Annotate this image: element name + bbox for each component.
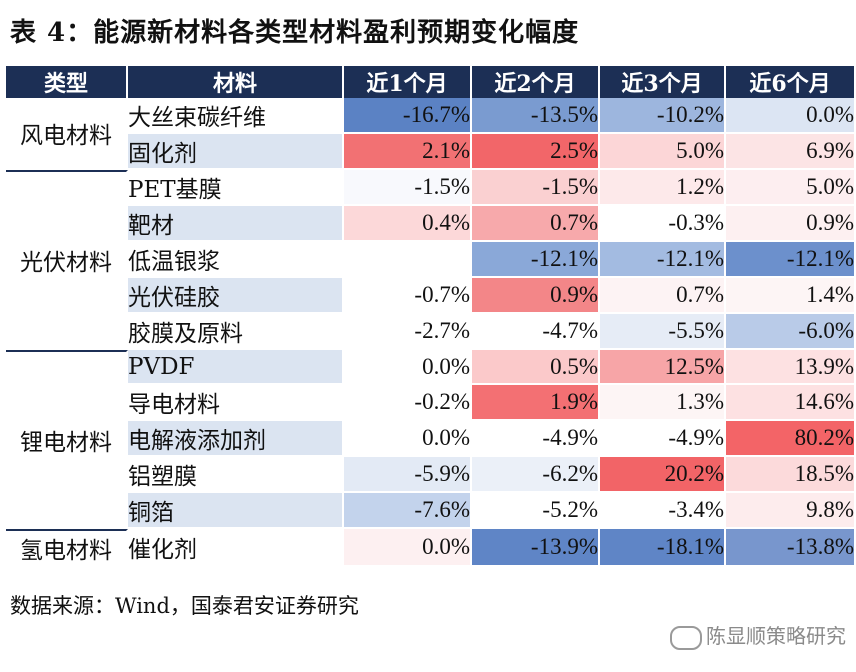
- value-cell: -5.2%: [472, 493, 600, 529]
- material-cell: 电解液添加剂: [128, 421, 344, 457]
- value-cell: -2.7%: [344, 314, 472, 350]
- material-cell: 催化剂: [128, 529, 344, 567]
- value-cell: -10.2%: [600, 98, 726, 134]
- header-row: 类型 材料 近1个月 近2个月 近3个月 近6个月: [6, 66, 854, 98]
- value-cell: -12.1%: [726, 242, 854, 278]
- value-cell: 5.0%: [600, 134, 726, 170]
- category-cell: 氢电材料: [6, 529, 128, 567]
- value-cell: 1.9%: [472, 385, 600, 421]
- table-title: 表 4：能源新材料各类型材料盈利预期变化幅度: [10, 18, 580, 48]
- value-cell: 14.6%: [726, 385, 854, 421]
- value-cell: 5.0%: [726, 170, 854, 206]
- value-cell: -4.9%: [600, 421, 726, 457]
- category-cell: 光伏材料: [6, 170, 128, 350]
- value-cell: -7.6%: [344, 493, 472, 529]
- header-type: 类型: [6, 66, 128, 98]
- table-row: 光伏硅胶 -0.7% 0.9% 0.7% 1.4%: [6, 278, 854, 314]
- table-row: 锂电材料 PVDF 0.0% 0.5% 12.5% 13.9%: [6, 350, 854, 529]
- material-cell: 低温银浆: [128, 242, 344, 278]
- value-cell: -13.5%: [472, 98, 600, 134]
- value-cell: 0.4%: [344, 206, 472, 242]
- table-row: 电解液添加剂 0.0% -4.9% -4.9% 80.2%: [6, 421, 854, 457]
- table-row: 固化剂 2.1% 2.5% 5.0% 6.9%: [6, 134, 854, 170]
- table-row: 低温银浆 -12.1% -12.1% -12.1%: [6, 242, 854, 278]
- value-cell: 20.2%: [600, 457, 726, 493]
- wechat-icon: [670, 625, 702, 650]
- watermark-text: 陈显顺策略研究: [706, 624, 846, 648]
- header-material: 材料: [128, 66, 344, 98]
- value-cell: [344, 242, 472, 278]
- header-6m: 近6个月: [726, 66, 854, 98]
- value-cell: 0.0%: [344, 350, 472, 385]
- value-cell: -16.7%: [344, 98, 472, 134]
- value-cell: 0.0%: [344, 529, 472, 567]
- material-cell: 靶材: [128, 206, 344, 242]
- value-cell: -4.7%: [472, 314, 600, 350]
- value-cell: 80.2%: [726, 421, 854, 457]
- material-cell: PVDF: [128, 350, 344, 385]
- value-cell: 0.7%: [600, 278, 726, 314]
- material-cell: 铝塑膜: [128, 457, 344, 493]
- material-cell: 光伏硅胶: [128, 278, 344, 314]
- value-cell: -12.1%: [472, 242, 600, 278]
- value-cell: 13.9%: [726, 350, 854, 385]
- table-row: 氢电材料 催化剂 0.0% -13.9% -18.1% -13.8%: [6, 529, 854, 567]
- table-row: 铝塑膜 -5.9% -6.2% 20.2% 18.5%: [6, 457, 854, 493]
- header-3m: 近3个月: [600, 66, 726, 98]
- value-cell: -0.2%: [344, 385, 472, 421]
- source-note: 数据来源：Wind，国泰君安证券研究: [10, 594, 359, 618]
- value-cell: -1.5%: [344, 170, 472, 206]
- category-cell: 锂电材料: [6, 350, 128, 529]
- material-cell: 胶膜及原料: [128, 314, 344, 350]
- table-row: 光伏材料 PET基膜 -1.5% -1.5% 1.2% 5.0%: [6, 170, 854, 350]
- value-cell: 9.8%: [726, 493, 854, 529]
- value-cell: -13.8%: [726, 529, 854, 567]
- value-cell: 0.0%: [344, 421, 472, 457]
- wechat-watermark: 陈显顺策略研究: [670, 620, 846, 650]
- value-cell: 0.7%: [472, 206, 600, 242]
- value-cell: 2.1%: [344, 134, 472, 170]
- value-cell: -0.7%: [344, 278, 472, 314]
- profit-forecast-table: 类型 材料 近1个月 近2个月 近3个月 近6个月 风电材料 大丝束碳纤维 -16.…: [6, 66, 854, 567]
- material-cell: 铜箔: [128, 493, 344, 529]
- value-cell: 18.5%: [726, 457, 854, 493]
- value-cell: -6.2%: [472, 457, 600, 493]
- value-cell: 0.0%: [726, 98, 854, 134]
- table-body: 风电材料 大丝束碳纤维 -16.7% -13.5% -10.2% 0.0% 固化剂 2.1% 2…: [6, 98, 854, 567]
- value-cell: 12.5%: [600, 350, 726, 385]
- value-cell: 0.5%: [472, 350, 600, 385]
- value-cell: -5.5%: [600, 314, 726, 350]
- value-cell: -12.1%: [600, 242, 726, 278]
- value-cell: -18.1%: [600, 529, 726, 567]
- value-cell: 1.4%: [726, 278, 854, 314]
- material-cell: 大丝束碳纤维: [128, 98, 344, 134]
- value-cell: -3.4%: [600, 493, 726, 529]
- value-cell: 2.5%: [472, 134, 600, 170]
- header-2m: 近2个月: [472, 66, 600, 98]
- value-cell: -0.3%: [600, 206, 726, 242]
- table-row: 靶材 0.4% 0.7% -0.3% 0.9%: [6, 206, 854, 242]
- header-1m: 近1个月: [344, 66, 472, 98]
- value-cell: -5.9%: [344, 457, 472, 493]
- material-cell: 固化剂: [128, 134, 344, 170]
- value-cell: 1.2%: [600, 170, 726, 206]
- value-cell: 6.9%: [726, 134, 854, 170]
- table-row: 导电材料 -0.2% 1.9% 1.3% 14.6%: [6, 385, 854, 421]
- table-row: 胶膜及原料 -2.7% -4.7% -5.5% -6.0%: [6, 314, 854, 350]
- table-row: 风电材料 大丝束碳纤维 -16.7% -13.5% -10.2% 0.0%: [6, 98, 854, 170]
- value-cell: -4.9%: [472, 421, 600, 457]
- value-cell: 0.9%: [472, 278, 600, 314]
- material-cell: 导电材料: [128, 385, 344, 421]
- value-cell: -1.5%: [472, 170, 600, 206]
- value-cell: 1.3%: [600, 385, 726, 421]
- value-cell: -13.9%: [472, 529, 600, 567]
- value-cell: 0.9%: [726, 206, 854, 242]
- category-cell: 风电材料: [6, 98, 128, 170]
- table-row: 铜箔 -7.6% -5.2% -3.4% 9.8%: [6, 493, 854, 529]
- material-cell: PET基膜: [128, 170, 344, 206]
- value-cell: -6.0%: [726, 314, 854, 350]
